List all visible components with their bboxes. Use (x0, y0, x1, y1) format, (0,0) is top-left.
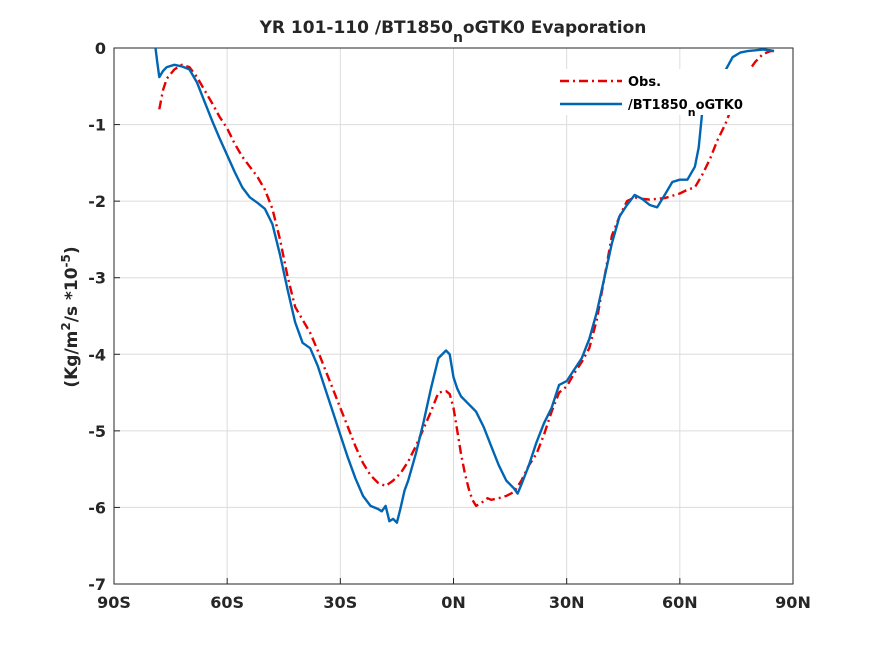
series-lines (154, 47, 775, 524)
x-tick-label: 60S (210, 593, 244, 612)
y-tick-label: -7 (88, 575, 106, 594)
chart-title-pre: YR 101-110 /BT1850 (259, 18, 454, 38)
chart-title-sub: n (453, 30, 463, 46)
y-tick-label: -5 (88, 422, 106, 441)
legend-label-model-post: oGTK0 (696, 98, 743, 113)
legend: Obs. /BT1850noGTK0 (553, 69, 785, 119)
y-tick-label: -3 (88, 269, 106, 288)
legend-box (553, 69, 785, 115)
x-tick-label: 60N (662, 593, 698, 612)
series-line-0 (158, 49, 775, 508)
y-axis-label-c: ) (62, 246, 82, 254)
x-tick-label: 90N (775, 593, 811, 612)
x-tick-label: 30N (549, 593, 585, 612)
legend-label-model: /BT1850noGTK0 (628, 98, 743, 119)
y-axis-label-a: (Kg/m (62, 331, 82, 388)
y-axis-label-sup2: -5 (59, 254, 73, 267)
y-tick-label: -2 (88, 192, 106, 211)
x-tick-label: 30S (323, 593, 357, 612)
y-tick-label: -4 (88, 345, 106, 364)
y-tick-label: -1 (88, 116, 106, 135)
legend-label-obs: Obs. (628, 75, 661, 90)
y-tick-label: -6 (88, 498, 106, 517)
y-axis-label: (Kg/m2/s *10-5) (59, 246, 82, 387)
chart-title-post: oGTK0 Evaporation (463, 18, 646, 38)
axis-ticks: 90S 60S 30S 0N 30N 60N 90N 0 -1 -2 -3 -4 -5 -6 -7 (88, 39, 811, 612)
y-axis-label-sup1: 2 (59, 322, 73, 330)
legend-label-model-sub: n (688, 106, 696, 119)
x-tick-label: 90S (97, 593, 131, 612)
y-tick-label: 0 (95, 39, 106, 58)
series-line-1 (154, 47, 775, 524)
x-tick-label: 0N (441, 593, 466, 612)
grid-lines (114, 48, 793, 584)
legend-label-model-pre: /BT1850 (628, 98, 688, 113)
chart-title: YR 101-110 /BT1850noGTK0 Evaporation (259, 18, 647, 46)
y-axis-label-b: /s *10 (62, 267, 82, 322)
